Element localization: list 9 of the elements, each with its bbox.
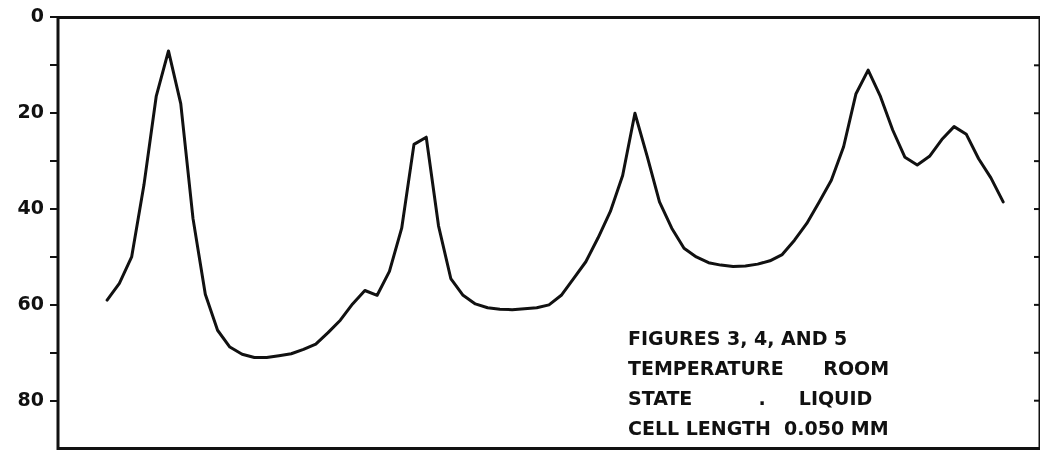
annotation: STATE . LIQUID <box>628 386 873 409</box>
annotation: FIGURES 3, 4, AND 5 <box>628 326 848 349</box>
annotation: TEMPERATURE ROOM <box>628 356 890 379</box>
y-tick-label: 40 <box>17 195 44 218</box>
y-tick-label: 20 <box>17 100 44 123</box>
annotation: CELL LENGTH 0.050 MM <box>628 416 889 439</box>
y-tick-label: 60 <box>17 291 44 314</box>
y-tick-label: 80 <box>17 387 44 410</box>
y-tick-label: 0 <box>30 4 44 27</box>
